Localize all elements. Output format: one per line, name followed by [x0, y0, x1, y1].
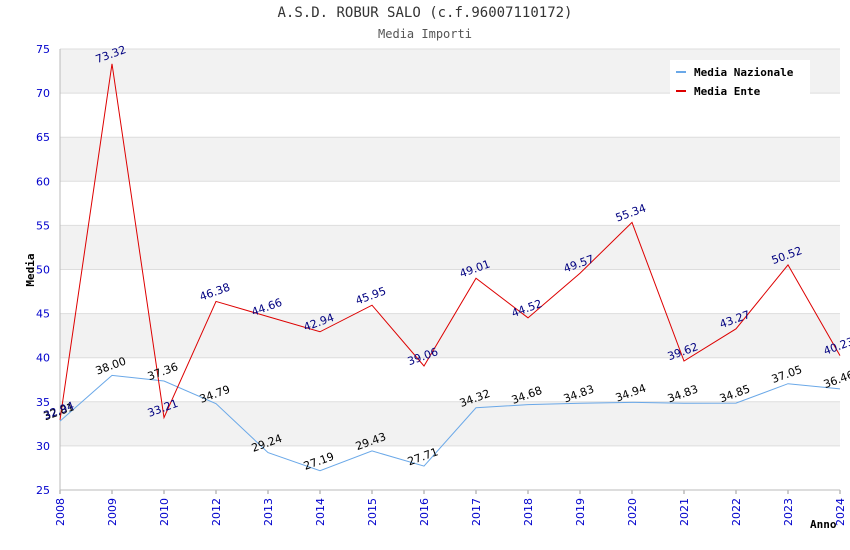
x-tick-label: 2022: [730, 498, 743, 526]
y-tick-label: 45: [36, 308, 50, 321]
series-line: [59, 63, 841, 421]
y-tick-label: 55: [36, 219, 50, 232]
x-tick-label: 2009: [106, 498, 119, 526]
series-line: [59, 374, 841, 472]
grid-band: [60, 445, 840, 490]
grid-band: [60, 225, 840, 270]
y-tick-label: 75: [36, 43, 50, 56]
x-tick-label: 2014: [314, 498, 327, 526]
x-axis-title: Anno: [810, 518, 837, 531]
x-tick-label: 2010: [158, 498, 171, 526]
x-tick-label: 2020: [626, 498, 639, 526]
series-lines: [59, 63, 841, 472]
x-tick-label: 2012: [210, 498, 223, 526]
y-tick-label: 70: [36, 87, 50, 100]
chart-title: A.S.D. ROBUR SALO (c.f.96007110172): [277, 5, 573, 21]
x-tick-label: 2017: [470, 498, 483, 526]
grid-band: [60, 137, 840, 182]
x-tick-label: 2019: [574, 498, 587, 526]
y-tick-label: 60: [36, 175, 50, 188]
legend: Media Nazionale Media Ente: [670, 60, 810, 98]
axes: 25 30 35 40 45 50 55 60 65 70 75 2008 2009 2010 2012 20…: [36, 43, 847, 526]
grid-band: [60, 93, 840, 138]
y-axis-title: Media: [24, 253, 37, 286]
x-tick-label: 2013: [262, 498, 275, 526]
legend-entry: Media Nazionale: [694, 66, 794, 79]
x-tick-label: 2015: [366, 498, 379, 526]
grid-band: [60, 181, 840, 226]
y-tick-label: 30: [36, 440, 50, 453]
legend-entry: Media Ente: [694, 85, 761, 98]
grid-band: [60, 269, 840, 314]
legend-box: [670, 60, 810, 98]
y-tick-label: 35: [36, 396, 50, 409]
x-tick-label: 2016: [418, 498, 431, 526]
chart-subtitle: Media Importi: [378, 27, 472, 41]
y-tick-label: 25: [36, 484, 50, 497]
x-tick-label: 2024: [834, 498, 847, 526]
x-tick-label: 2023: [782, 498, 795, 526]
background-bands: [60, 49, 840, 490]
x-tick-label: 2018: [522, 498, 535, 526]
grid-band: [60, 357, 840, 402]
grid-band: [60, 401, 840, 446]
y-tick-label: 65: [36, 131, 50, 144]
x-tick-label: 2021: [678, 498, 691, 526]
y-tick-label: 40: [36, 352, 50, 365]
x-tick-label: 2008: [54, 498, 67, 526]
grid-band: [60, 313, 840, 358]
y-tick-label: 50: [36, 264, 50, 277]
